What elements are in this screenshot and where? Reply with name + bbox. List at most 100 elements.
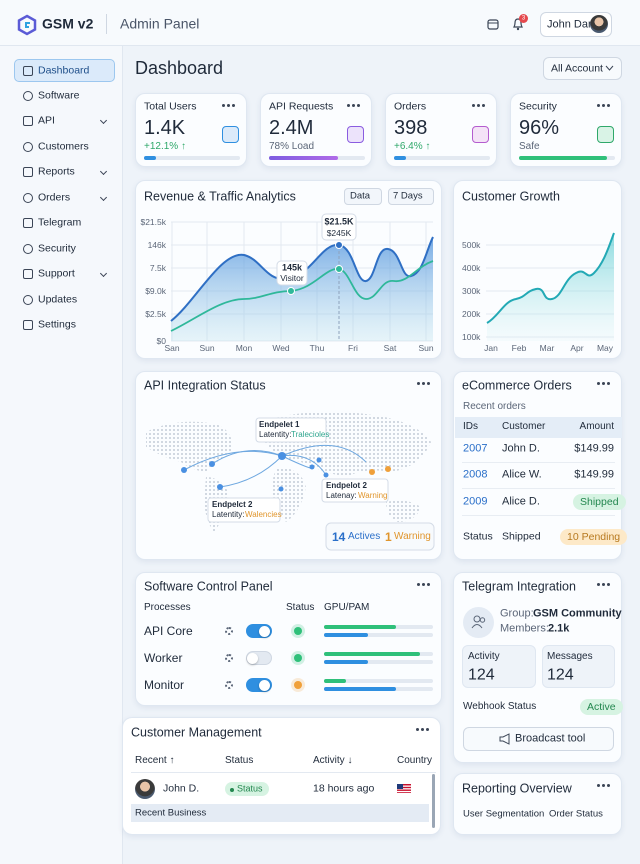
endpoint-latency: Tralecioles <box>291 430 330 440</box>
settings-icon[interactable] <box>225 681 233 689</box>
ram-bar <box>324 687 396 691</box>
toggle-knob <box>247 653 258 664</box>
stat-icon <box>597 126 614 143</box>
broadcast-label: Broadcast tool <box>515 732 586 745</box>
y-tick-label: 300k <box>462 285 481 296</box>
ram-track <box>324 660 433 664</box>
webhook-label: Webhook Status <box>463 701 537 712</box>
row-divider <box>131 772 436 773</box>
nav-item[interactable]: Updates <box>38 293 78 306</box>
x-tick-label: Wed <box>272 342 290 353</box>
nav-item[interactable]: API <box>38 114 55 127</box>
y-tick-label: 200k <box>462 308 481 319</box>
callout-value: $21.5K <box>324 216 354 227</box>
y-tick-label: 146k <box>147 239 166 250</box>
toggle-knob <box>259 680 270 691</box>
row-divider <box>462 515 615 516</box>
world-map <box>146 411 435 551</box>
card-menu[interactable] <box>597 581 611 587</box>
callout-sub: $245K <box>326 227 352 238</box>
nav-item[interactable]: Settings <box>38 318 76 331</box>
gpu-track <box>324 679 433 683</box>
column-header: Recent ↑ <box>135 755 175 766</box>
card-menu[interactable] <box>416 726 430 732</box>
nav-item[interactable]: Support <box>38 267 75 280</box>
stat-sub: +6.4% ↑ <box>394 141 431 152</box>
column-header: Country <box>397 755 433 766</box>
nav-item[interactable]: Security <box>38 242 76 255</box>
account-filter[interactable] <box>543 57 622 80</box>
customer-activity: 18 hours ago <box>313 782 375 795</box>
nav-item[interactable]: Telegram <box>38 216 82 229</box>
endpoint-name: Endpelct 2 <box>212 500 253 510</box>
order-amount: Shipped <box>573 494 626 510</box>
gpu-bar <box>324 679 346 683</box>
stat-icon <box>347 126 364 143</box>
y-tick-label: $2.5k <box>145 308 166 319</box>
ram-track <box>324 633 433 637</box>
gpu-bar <box>324 652 420 656</box>
order-id: 2007 <box>463 442 488 455</box>
card-title: Customer Growth <box>462 189 560 204</box>
calendar-icon[interactable] <box>487 18 499 30</box>
card-menu[interactable] <box>222 102 236 108</box>
nav-item[interactable]: Customers <box>38 140 89 153</box>
filter-data[interactable] <box>344 188 382 205</box>
notification-count: 3 <box>521 14 526 21</box>
card-menu[interactable] <box>597 102 611 108</box>
column-header: User Segmentation <box>463 808 545 820</box>
endpoint-latency-label: Latentity: <box>259 430 292 440</box>
stat-card: Security 96% Safe <box>510 93 622 167</box>
nav-icon <box>23 91 33 101</box>
nav-icon <box>23 244 33 254</box>
customers-card: Customer Management Recent ↑ Status Acti… <box>122 717 441 835</box>
stat-card: Total Users 1.4K +12.1% ↑ <box>135 93 247 167</box>
nav-item[interactable]: Orders <box>38 191 71 204</box>
stat-sub: 78% Load <box>269 141 315 152</box>
broadcast-button[interactable] <box>463 727 614 751</box>
stat-bar <box>269 156 339 160</box>
card-menu[interactable] <box>472 102 486 108</box>
settings-icon[interactable] <box>225 627 233 635</box>
nav-icon <box>23 142 33 152</box>
nav-item[interactable]: Reports <box>38 165 75 178</box>
filter-days[interactable] <box>388 188 434 205</box>
card-menu[interactable] <box>597 782 611 788</box>
gpu-bar <box>324 625 396 629</box>
nav-icon <box>23 269 33 279</box>
activity-box <box>462 645 536 688</box>
members-value: 2.1k <box>548 622 570 635</box>
messages-value: 124 <box>547 666 574 684</box>
nav-item[interactable]: Dashboard <box>38 64 90 77</box>
settings-icon[interactable] <box>225 654 233 662</box>
nav-icon <box>23 193 33 203</box>
warnings-label: Warning <box>394 531 431 542</box>
card-title: Telegram Integration <box>462 579 576 594</box>
status-pill <box>225 782 269 796</box>
status-dot <box>294 627 302 635</box>
reporting-card: Reporting Overview User Segmentation Ord… <box>453 773 622 835</box>
stat-value: 2.4M <box>269 117 314 139</box>
software-card: Software Control Panel Processes Status … <box>135 572 442 706</box>
nav-item[interactable]: Software <box>38 89 80 102</box>
endpoint-latency: Walencies <box>245 510 282 520</box>
column-header: Processes <box>144 602 191 613</box>
status-dot <box>294 681 302 689</box>
callout-sub: Visitor <box>280 272 304 283</box>
card-title: Customer Management <box>131 725 262 740</box>
ram-bar <box>324 633 368 637</box>
bell-icon[interactable] <box>512 17 524 31</box>
endpoint-latency-label: Latenay: <box>326 491 357 501</box>
card-menu[interactable] <box>597 380 611 386</box>
card-menu[interactable] <box>417 380 431 386</box>
customer-name: John D. <box>163 782 200 795</box>
stat-sub: +12.1% ↑ <box>144 141 186 152</box>
warnings-count: 1 <box>385 529 392 544</box>
card-menu[interactable] <box>347 102 361 108</box>
process-name: Worker <box>144 650 183 665</box>
card-menu[interactable] <box>417 581 431 587</box>
nav-icon <box>23 218 33 228</box>
order-customer: Alice D. <box>502 495 540 508</box>
